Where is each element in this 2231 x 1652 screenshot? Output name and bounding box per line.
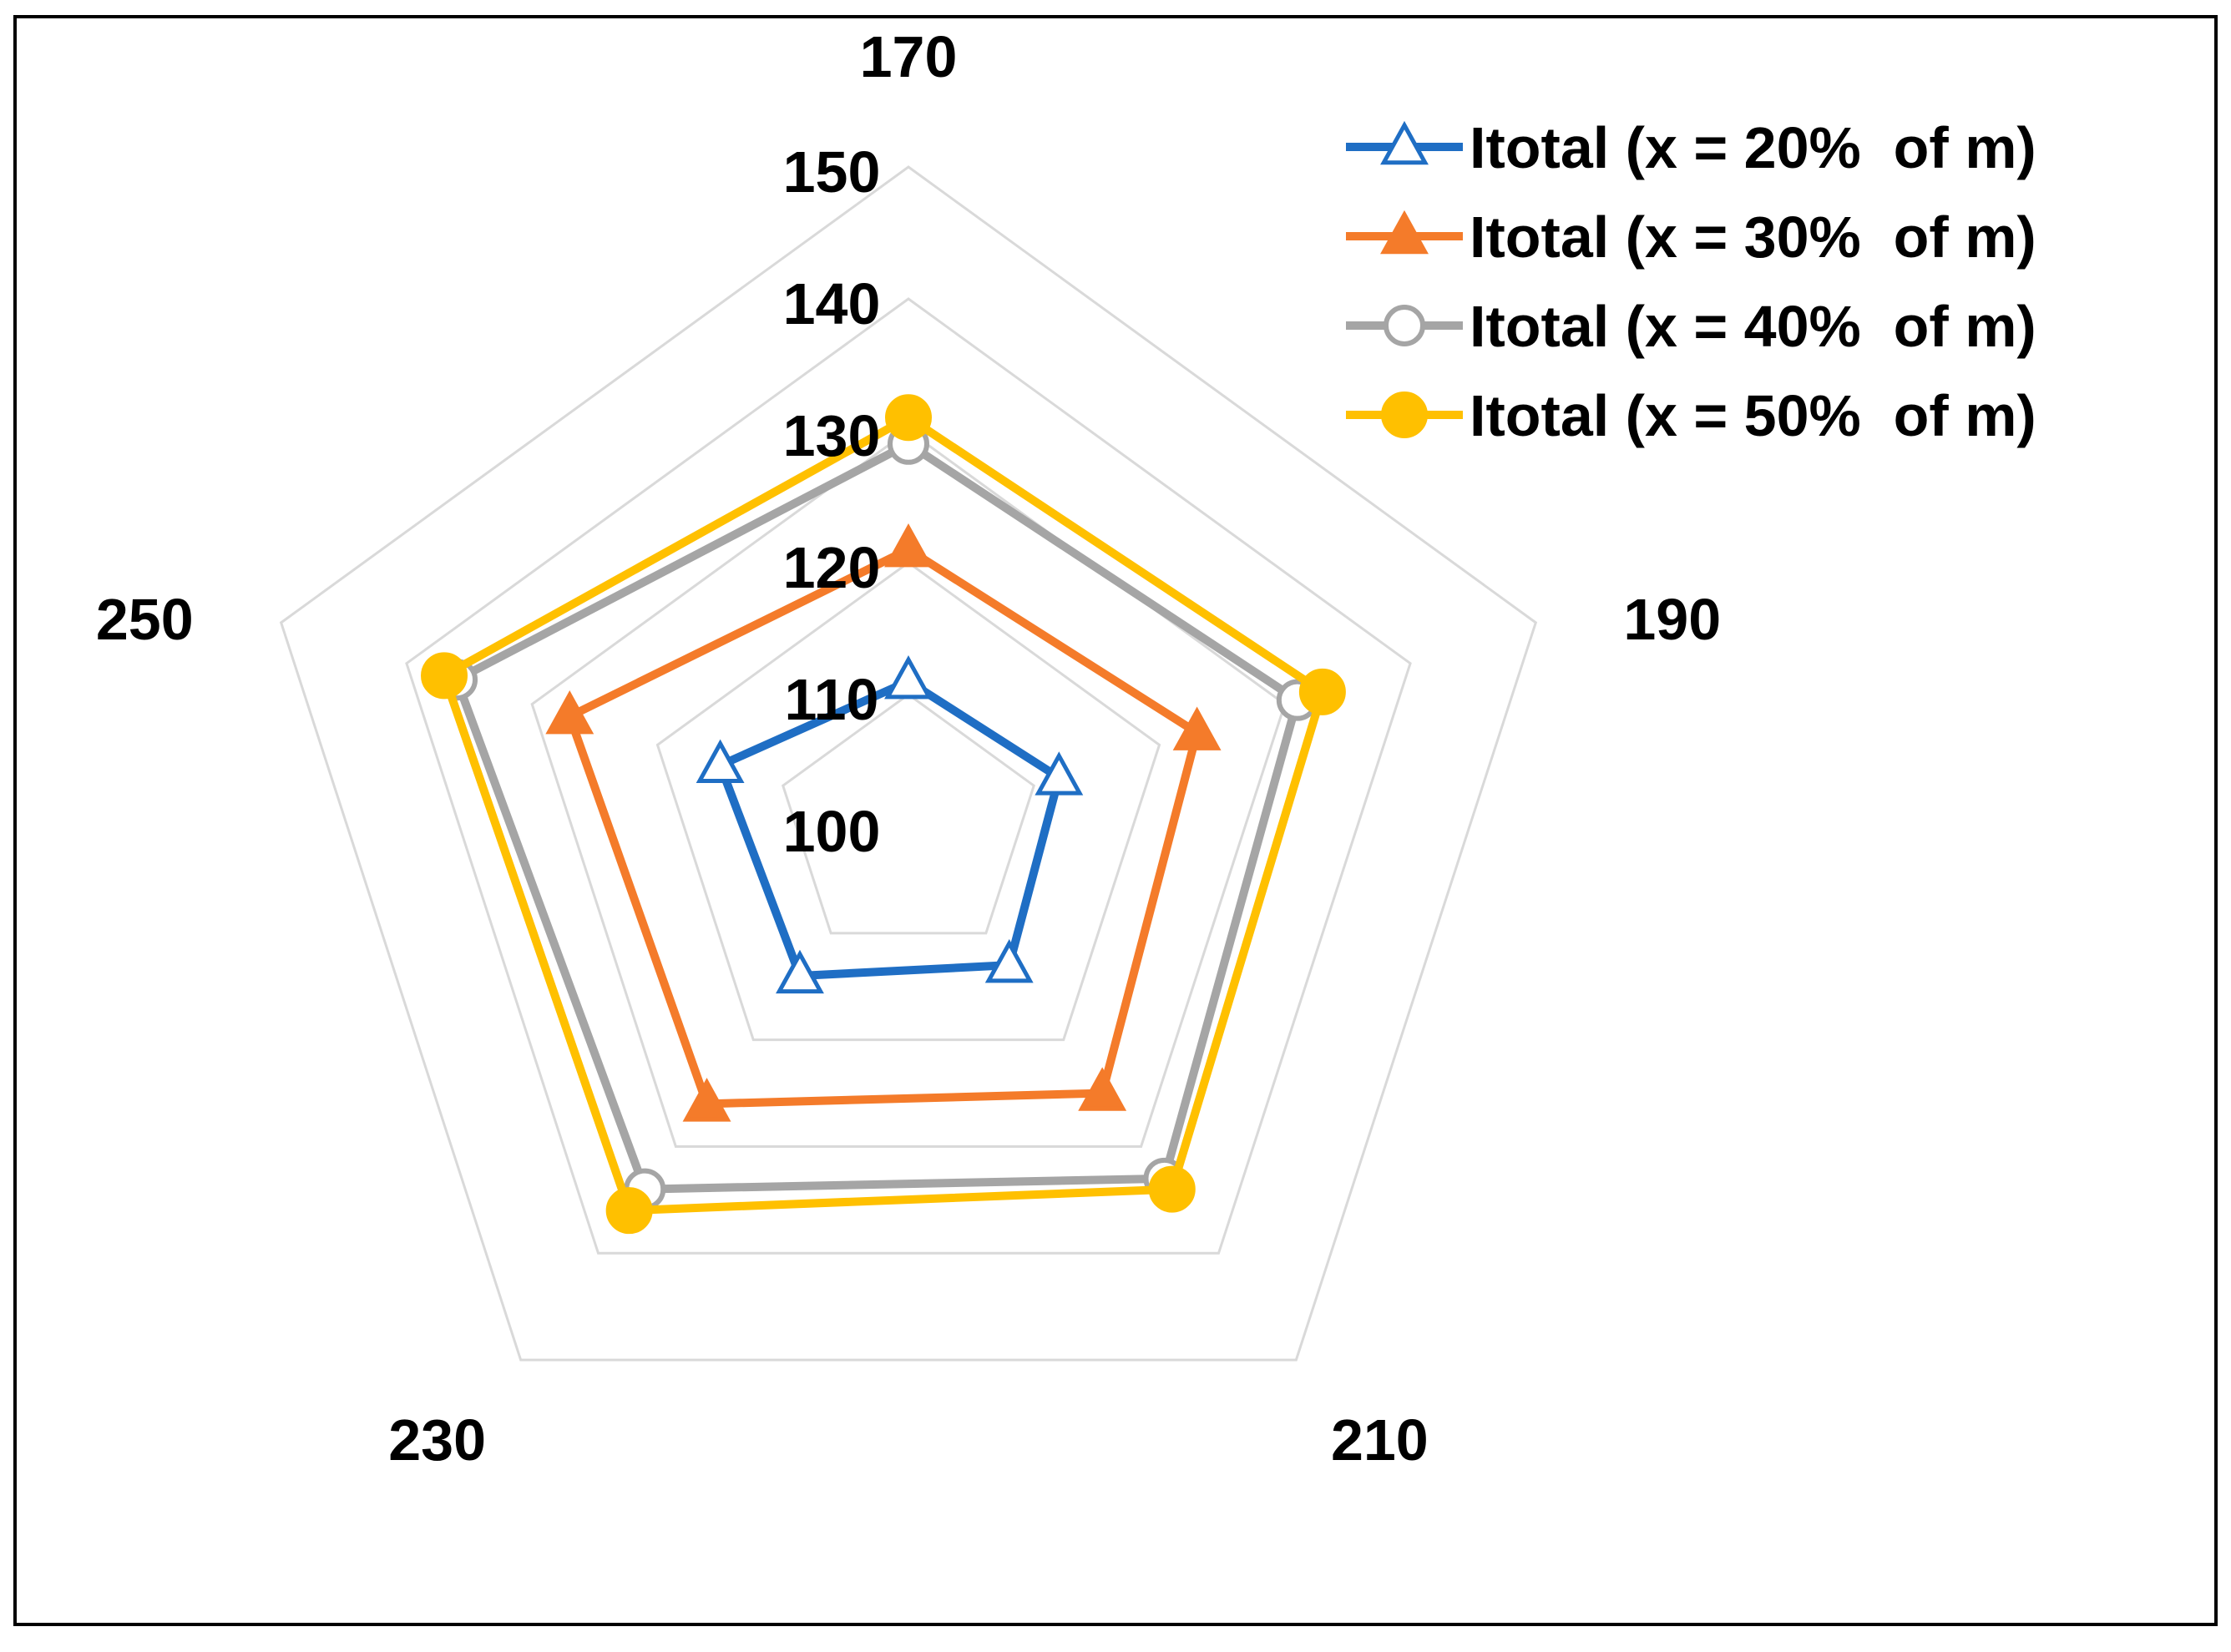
legend-label: Itotal (x = 50% of m) xyxy=(1470,383,2036,448)
category-label-210: 210 xyxy=(1331,1407,1429,1473)
grid-ring-130 xyxy=(530,429,1287,1148)
legend-marker xyxy=(1381,392,1428,438)
radial-tick-label: 110 xyxy=(785,667,879,732)
legend-entry-1: Itotal (x = 20% of m) xyxy=(1346,115,2036,180)
legend-entry-2: Itotal (x = 30% of m) xyxy=(1346,205,2036,270)
radar-series xyxy=(421,394,1346,1235)
category-label-230: 230 xyxy=(388,1407,486,1473)
grid-ring-140 xyxy=(405,297,1412,1255)
grid-ring-110 xyxy=(781,693,1036,935)
series-line xyxy=(565,545,1202,1109)
legend-label: Itotal (x = 40% of m) xyxy=(1470,294,2036,359)
series-1 xyxy=(696,655,1084,994)
legend: Itotal (x = 20% of m) Itotal (x = 30% of … xyxy=(1346,115,2036,448)
data-point xyxy=(1148,1165,1196,1213)
data-point xyxy=(545,690,594,735)
legend-entry-3: Itotal (x = 40% of m) xyxy=(1346,294,2036,359)
data-point xyxy=(682,1078,731,1122)
data-point xyxy=(884,523,933,568)
radial-tick-label: 140 xyxy=(783,271,881,336)
data-point xyxy=(1035,751,1084,796)
radial-tick-label: 120 xyxy=(783,535,881,600)
legend-entry-4: Itotal (x = 50% of m) xyxy=(1346,383,2036,448)
category-label-190: 190 xyxy=(1623,587,1721,652)
data-point xyxy=(776,949,824,994)
series-2 xyxy=(545,523,1222,1122)
legend-marker xyxy=(1384,305,1425,346)
category-label-250: 250 xyxy=(96,587,194,652)
legend-label: Itotal (x = 30% of m) xyxy=(1470,205,2036,270)
grid-ring-120 xyxy=(655,561,1161,1042)
data-point xyxy=(885,394,932,442)
radial-tick-label: 150 xyxy=(783,139,881,205)
data-point xyxy=(1078,1067,1127,1111)
data-point xyxy=(1172,706,1222,750)
category-label-170: 170 xyxy=(860,24,958,89)
data-point xyxy=(884,655,933,700)
series-line xyxy=(440,413,1327,1215)
grid-ring-150 xyxy=(279,165,1538,1362)
radial-tick-label: 100 xyxy=(783,799,881,864)
legend-label: Itotal (x = 20% of m) xyxy=(1470,115,2036,180)
series-4 xyxy=(421,394,1346,1235)
radial-tick-label: 130 xyxy=(783,403,881,468)
radar-labels: 100 110 120 130 140 150 170 190 210 230 250 xyxy=(96,24,1721,1473)
series-line xyxy=(716,677,1064,980)
series-line xyxy=(453,439,1302,1194)
chart-frame xyxy=(13,15,2218,1626)
data-point xyxy=(421,652,468,700)
data-point xyxy=(696,739,745,783)
legend-marker xyxy=(1380,120,1429,165)
data-point xyxy=(605,1187,653,1235)
legend-marker xyxy=(1380,210,1429,255)
data-point xyxy=(1298,668,1346,715)
data-point xyxy=(984,939,1034,983)
radar-grid xyxy=(279,165,1538,1362)
